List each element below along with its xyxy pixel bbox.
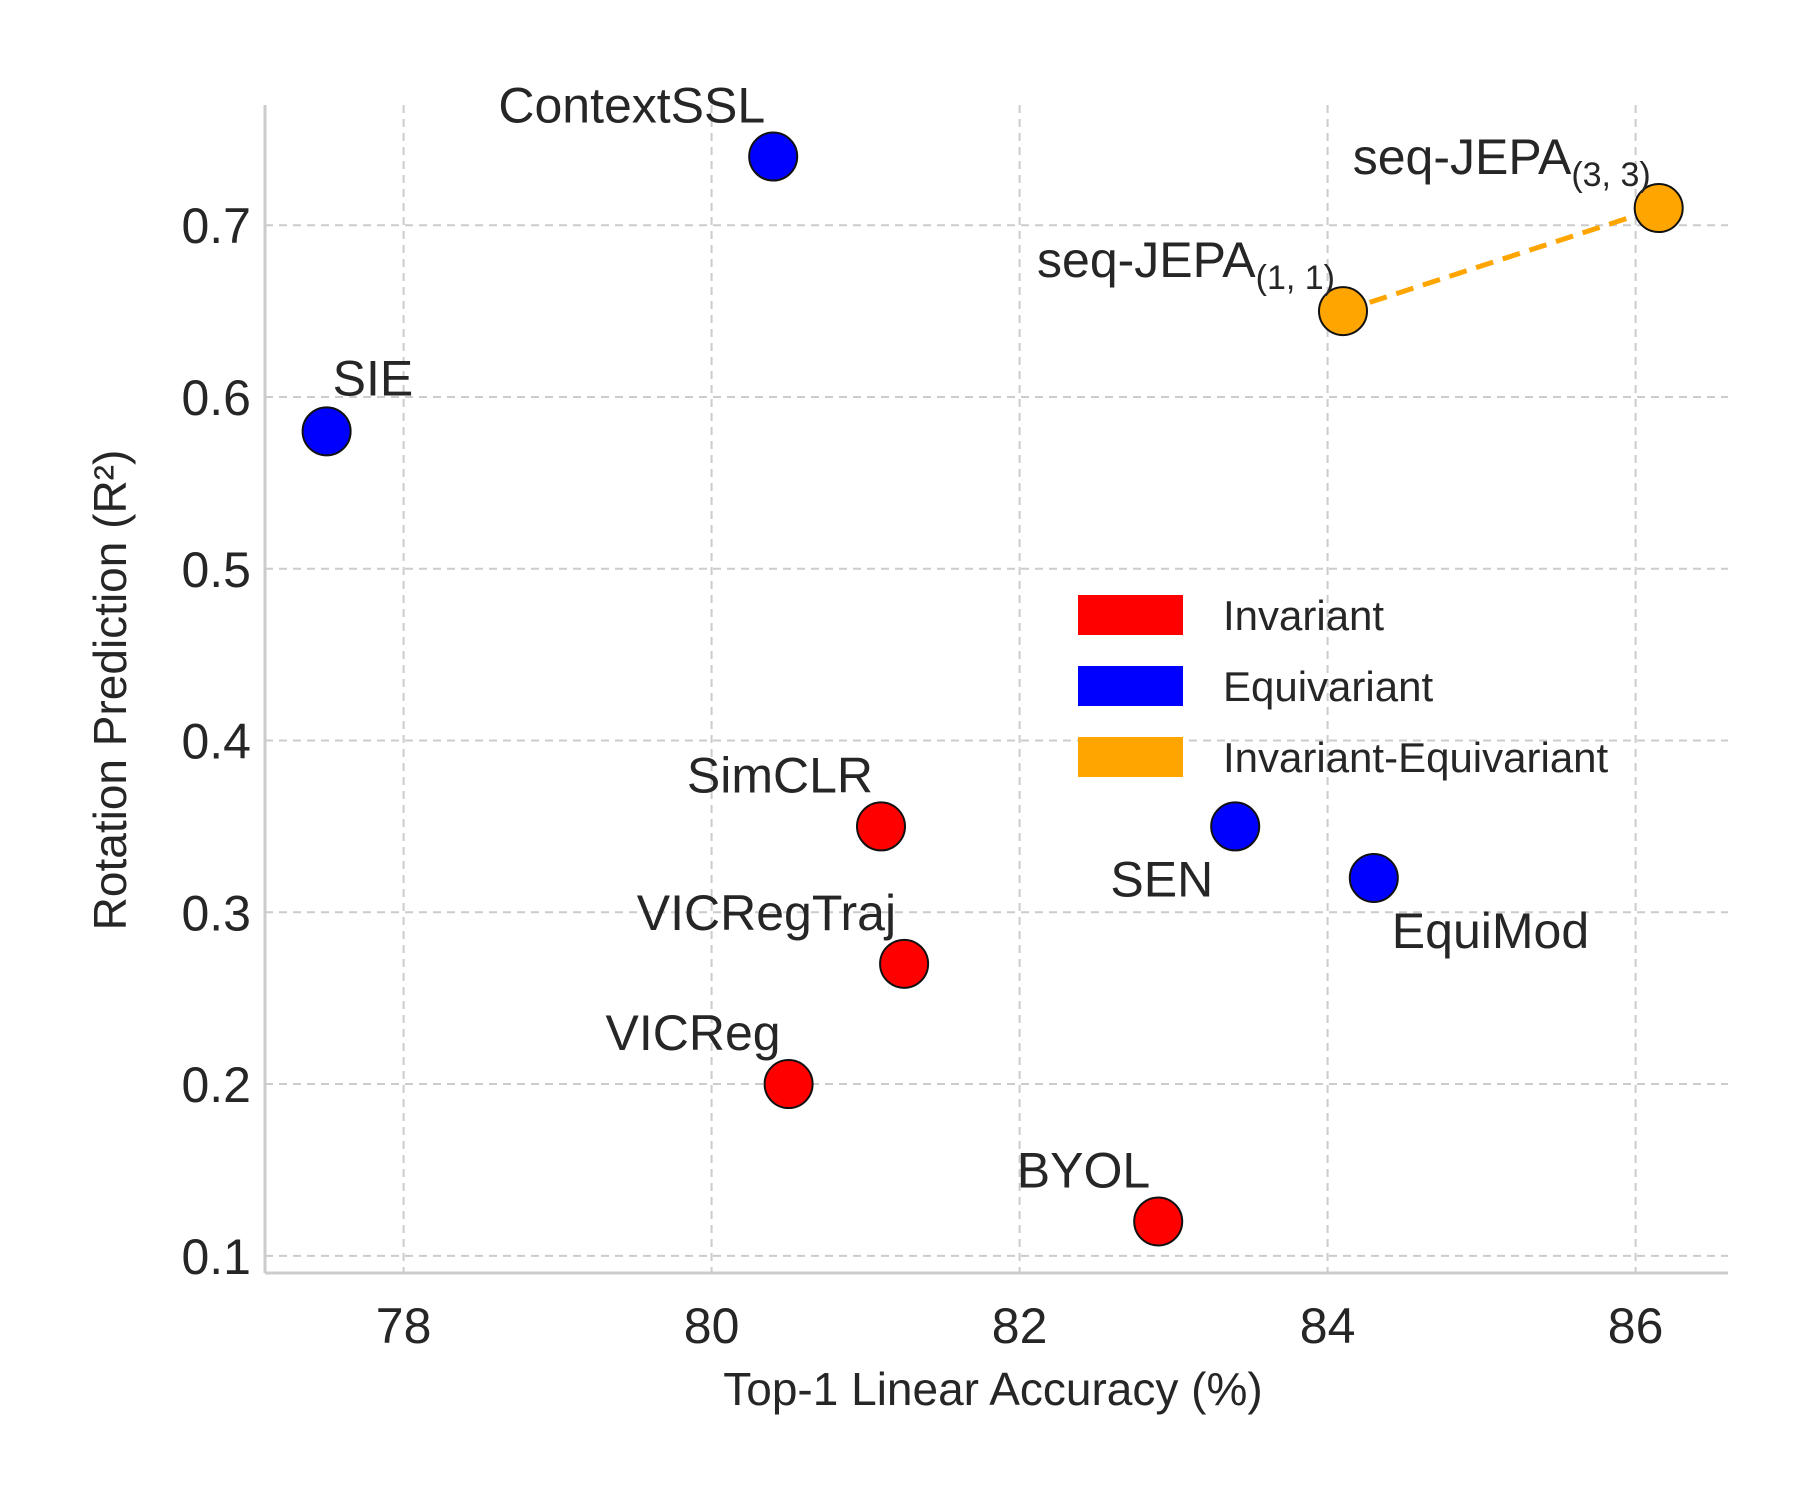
data-point [1318, 286, 1368, 337]
point-label-text: EquiMod [1392, 903, 1589, 959]
point-label-text: SEN [1110, 851, 1213, 907]
y-axis-title: Rotation Prediction (R²) [84, 450, 136, 931]
x-tick-label: 86 [1608, 1298, 1664, 1354]
point-label: SEN [1110, 851, 1213, 907]
x-tick-label: 82 [992, 1298, 1048, 1354]
point-label: ContextSSL [498, 78, 765, 134]
point-label-subscript: (1, 1) [1256, 259, 1335, 297]
point-label: VICRegTraj [637, 885, 896, 941]
axes-spines [263, 105, 1728, 1275]
data-points [301, 131, 1684, 1247]
data-point [301, 406, 352, 457]
tick-labels: 78 80 82 84 86 0.1 0.2 0.3 0.4 0.5 0.6 0.7 [181, 198, 1663, 1354]
legend-label: Invariant [1223, 592, 1384, 639]
grid-layer [265, 105, 1728, 1273]
point-label-text: seq-JEPA [1353, 129, 1572, 185]
y-tick-label: 0.4 [181, 714, 251, 770]
data-point [1633, 183, 1684, 234]
x-tick-label: 84 [1300, 1298, 1356, 1354]
connection-lines [1342, 205, 1660, 314]
legend-swatch [1078, 595, 1183, 635]
point-label: EquiMod [1392, 903, 1589, 959]
point-label-text: BYOL [1017, 1142, 1150, 1198]
data-point [763, 1059, 814, 1110]
point-label: SIE [333, 350, 414, 406]
data-point [1210, 801, 1261, 852]
x-axis-title: Top-1 Linear Accuracy (%) [723, 1363, 1262, 1415]
point-label: SimCLR [687, 747, 873, 803]
point-label-text: SimCLR [687, 747, 873, 803]
y-tick-label: 0.7 [181, 198, 251, 254]
legend: Invariant Equivariant Invariant-Equivarian… [1078, 592, 1609, 781]
data-point [1133, 1196, 1184, 1247]
legend-label: Invariant-Equivariant [1223, 734, 1609, 781]
point-label-text: seq-JEPA [1037, 232, 1256, 288]
point-label-text: ContextSSL [498, 78, 765, 134]
y-tick-label: 0.1 [181, 1229, 251, 1285]
data-point [748, 131, 799, 182]
point-label-text: SIE [333, 350, 414, 406]
y-tick-label: 0.5 [181, 542, 251, 598]
x-tick-label: 80 [684, 1298, 740, 1354]
legend-swatch [1078, 737, 1183, 777]
connection-line [1342, 205, 1660, 314]
data-point [879, 938, 930, 989]
point-label: BYOL [1017, 1142, 1150, 1198]
y-tick-label: 0.6 [181, 370, 251, 426]
data-point [856, 801, 906, 852]
legend-label: Equivariant [1223, 663, 1433, 710]
data-point [1348, 852, 1399, 903]
point-label: VICReg [606, 1005, 781, 1061]
y-tick-label: 0.2 [181, 1057, 251, 1113]
point-label: seq-JEPA(1, 1) [1037, 232, 1335, 297]
point-labels: ContextSSL SIE SimCLR VICRegTraj VICReg BYOL S… [333, 78, 1651, 1199]
point-label-text: VICReg [606, 1005, 781, 1061]
point-label: seq-JEPA(3, 3) [1353, 129, 1651, 194]
x-tick-label: 78 [376, 1298, 432, 1354]
point-label-subscript: (3, 3) [1571, 156, 1650, 194]
y-tick-label: 0.3 [181, 885, 251, 941]
legend-swatch [1078, 666, 1183, 706]
point-label-text: VICRegTraj [637, 885, 896, 941]
